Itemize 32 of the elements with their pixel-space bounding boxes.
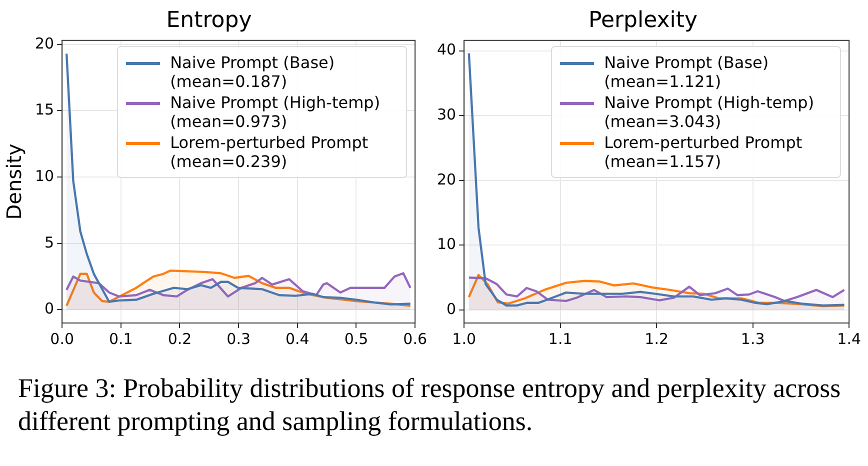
y-tick-label: 15 bbox=[34, 100, 54, 119]
x-tick-label: 0.3 bbox=[226, 330, 251, 348]
y-tick-label: 40 bbox=[436, 40, 456, 59]
y-axis-title: Density bbox=[2, 144, 26, 220]
y-tick-label: 20 bbox=[34, 34, 54, 52]
x-tick-label: 0.5 bbox=[344, 330, 368, 348]
x-tick-label: 0.2 bbox=[168, 330, 192, 348]
y-tick-label: 0 bbox=[44, 300, 54, 318]
legend-label: Naive Prompt (High-temp) (mean=0.973) bbox=[170, 93, 382, 132]
legend-label: Naive Prompt (High-temp) (mean=3.043) bbox=[604, 93, 816, 132]
y-tick-label: 30 bbox=[436, 105, 456, 124]
legend-label: Naive Prompt (Base) (mean=0.187) bbox=[170, 53, 336, 92]
x-tick-label: 0.4 bbox=[285, 330, 310, 348]
y-tick-label: 5 bbox=[44, 233, 54, 252]
x-tick-label: 1.2 bbox=[644, 330, 669, 348]
x-tick-label: 1.0 bbox=[452, 330, 476, 348]
x-tick-label: 0.1 bbox=[108, 330, 133, 348]
y-tick-label: 0 bbox=[446, 300, 456, 318]
legend-label: Lorem-perturbed Prompt (mean=0.239) bbox=[170, 133, 370, 172]
x-tick-label: 0.0 bbox=[50, 330, 74, 348]
x-tick-label: 1.3 bbox=[740, 330, 765, 348]
x-tick-label: 1.1 bbox=[548, 330, 572, 348]
chart-title: Entropy bbox=[166, 8, 252, 33]
x-tick-label: 0.6 bbox=[403, 330, 427, 348]
y-tick-label: 10 bbox=[436, 235, 456, 254]
x-tick-label: 1.4 bbox=[837, 330, 861, 348]
legend-label: Lorem-perturbed Prompt (mean=1.157) bbox=[604, 133, 804, 172]
chart-title: Perplexity bbox=[588, 8, 698, 33]
y-tick-label: 20 bbox=[436, 170, 456, 188]
legend-label: Naive Prompt (Base) (mean=1.121) bbox=[604, 53, 770, 92]
y-tick-label: 10 bbox=[34, 166, 54, 185]
caption: Figure 3: Probability distributions of response entropy and perplexity across different prompting and sampling formulations. bbox=[18, 372, 842, 438]
